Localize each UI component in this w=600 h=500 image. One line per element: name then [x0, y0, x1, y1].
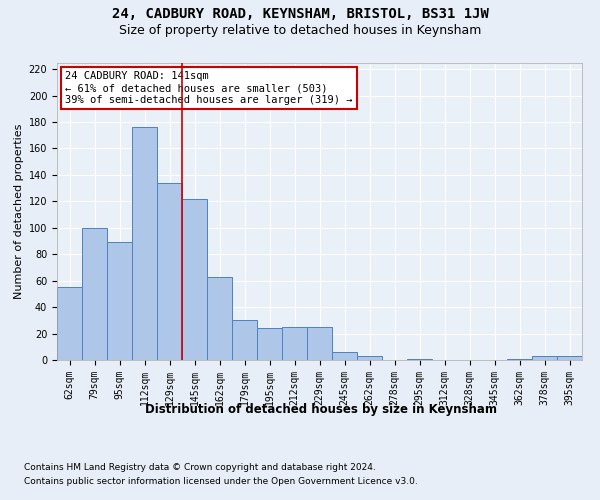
Text: Contains HM Land Registry data © Crown copyright and database right 2024.: Contains HM Land Registry data © Crown c…	[24, 462, 376, 471]
Bar	[332, 352, 357, 360]
Bar	[407, 358, 432, 360]
Bar	[157, 183, 182, 360]
Bar	[82, 228, 107, 360]
Text: Contains public sector information licensed under the Open Government Licence v3: Contains public sector information licen…	[24, 478, 418, 486]
Bar	[257, 328, 282, 360]
Bar	[132, 128, 157, 360]
Text: Size of property relative to detached houses in Keynsham: Size of property relative to detached ho…	[119, 24, 481, 37]
Text: 24, CADBURY ROAD, KEYNSHAM, BRISTOL, BS31 1JW: 24, CADBURY ROAD, KEYNSHAM, BRISTOL, BS3…	[112, 8, 488, 22]
Bar	[207, 276, 232, 360]
Bar	[307, 327, 332, 360]
Bar	[232, 320, 257, 360]
Bar	[107, 242, 132, 360]
Bar	[532, 356, 557, 360]
Bar	[57, 288, 82, 360]
Bar	[507, 358, 532, 360]
Bar	[182, 198, 207, 360]
Text: 24 CADBURY ROAD: 141sqm
← 61% of detached houses are smaller (503)
39% of semi-d: 24 CADBURY ROAD: 141sqm ← 61% of detache…	[65, 72, 352, 104]
Text: Distribution of detached houses by size in Keynsham: Distribution of detached houses by size …	[145, 402, 497, 415]
Y-axis label: Number of detached properties: Number of detached properties	[14, 124, 25, 299]
Bar	[557, 356, 582, 360]
Bar	[282, 327, 307, 360]
Bar	[357, 356, 382, 360]
